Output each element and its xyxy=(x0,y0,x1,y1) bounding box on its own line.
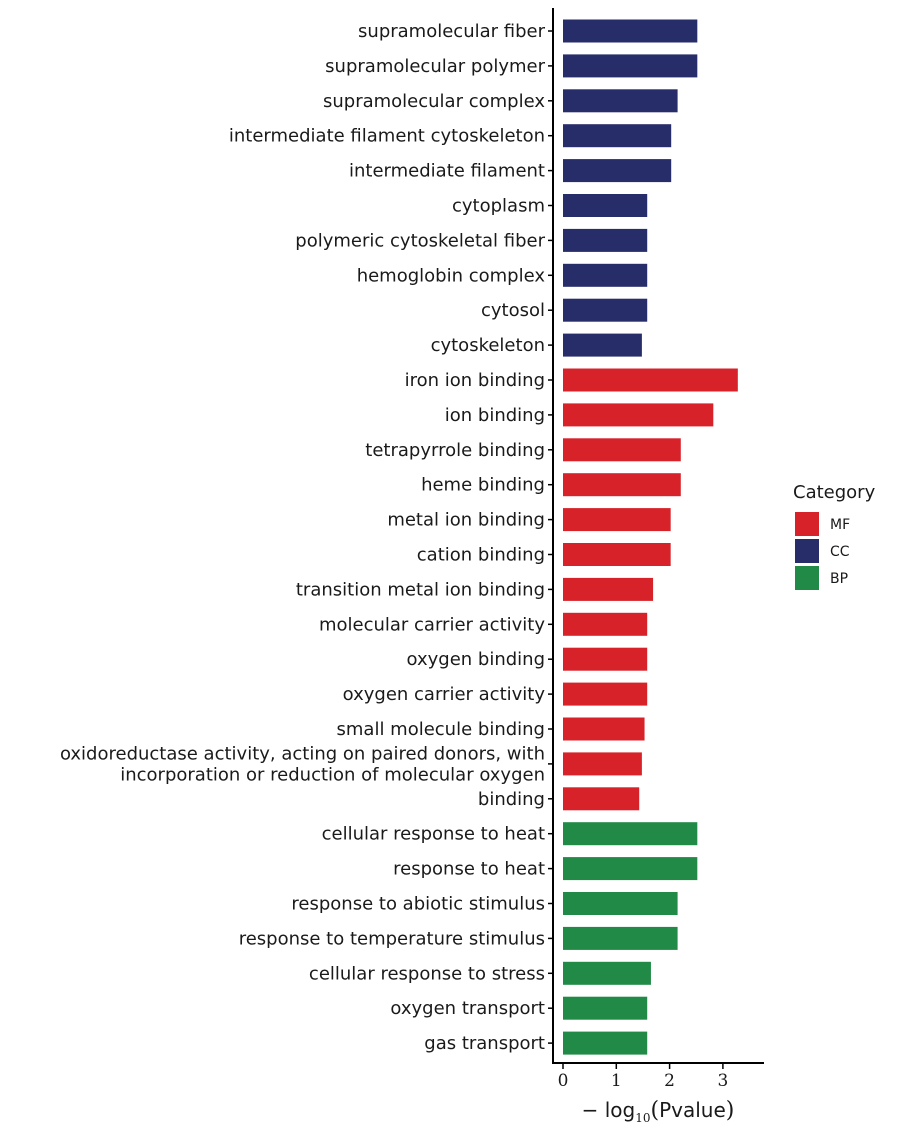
category-label: response to abiotic stimulus xyxy=(291,894,545,915)
bar xyxy=(563,194,648,217)
bar xyxy=(563,857,698,881)
bar xyxy=(563,19,698,43)
category-label: cytoplasm xyxy=(452,196,545,217)
category-label: supramolecular complex xyxy=(323,91,545,112)
x-axis-title: − log10(Pvalue) xyxy=(582,1098,735,1125)
bar xyxy=(563,822,698,846)
legend-swatch xyxy=(795,539,819,563)
bar xyxy=(563,438,681,462)
x-tick-label: 3 xyxy=(717,1071,728,1091)
legend: Category MF CC BP xyxy=(793,482,876,590)
bar xyxy=(563,996,648,1020)
category-label: incorporation or reduction of molecular … xyxy=(120,764,545,785)
bar xyxy=(563,263,648,287)
category-label: response to heat xyxy=(393,859,545,880)
bar xyxy=(563,54,698,78)
bar xyxy=(563,543,671,566)
bar xyxy=(563,403,714,427)
bar xyxy=(563,682,648,706)
category-label: oxidoreductase activity, acting on paire… xyxy=(60,743,545,764)
bar xyxy=(563,333,642,357)
category-label: response to temperature stimulus xyxy=(239,928,545,949)
bar xyxy=(563,577,654,601)
category-label: oxygen carrier activity xyxy=(343,684,546,705)
bar xyxy=(563,228,648,252)
category-label: polymeric cytoskeletal fiber xyxy=(295,230,545,251)
category-label: supramolecular fiber xyxy=(358,21,546,42)
category-label: hemoglobin complex xyxy=(357,265,546,286)
x-axis-title-open-paren: ( xyxy=(651,1098,660,1123)
bar xyxy=(563,717,645,741)
category-label: cellular response to heat xyxy=(322,824,545,845)
legend-label: CC xyxy=(830,544,850,560)
bar xyxy=(563,787,640,811)
bar xyxy=(563,1031,648,1055)
bar xyxy=(563,892,678,915)
category-label: cation binding xyxy=(417,545,545,566)
x-ticks-group: 0 1 2 3 xyxy=(558,1063,728,1091)
category-label: binding xyxy=(478,789,545,810)
category-labels-group: supramolecular fiber supramolecular polym… xyxy=(60,21,546,1054)
category-label: intermediate filament cytoskeleton xyxy=(229,126,545,147)
legend-swatch xyxy=(795,566,819,590)
category-label: cytosol xyxy=(481,300,545,321)
category-label: gas transport xyxy=(424,1033,545,1054)
category-label: heme binding xyxy=(421,475,545,496)
x-tick-label: 0 xyxy=(558,1071,569,1091)
bar xyxy=(563,298,648,322)
bar xyxy=(563,647,648,671)
legend-label: MF xyxy=(830,517,850,533)
x-axis-title-subscript: 10 xyxy=(635,1111,650,1125)
x-axis-title-close-paren: ) xyxy=(726,1098,735,1123)
x-tick-label: 1 xyxy=(611,1071,622,1091)
bar xyxy=(563,89,678,113)
bar xyxy=(563,961,651,985)
x-axis-title-prefix: − log xyxy=(582,1098,636,1122)
legend-title: Category xyxy=(793,482,876,503)
category-label: small molecule binding xyxy=(337,719,546,740)
x-axis-title-body: Pvalue xyxy=(659,1098,726,1122)
legend-swatch xyxy=(795,512,819,536)
category-label: metal ion binding xyxy=(387,510,545,531)
category-label: transition metal ion binding xyxy=(296,579,545,600)
category-label: cellular response to stress xyxy=(309,963,545,984)
category-label: oxygen transport xyxy=(390,998,545,1019)
bars-group xyxy=(563,19,738,1055)
category-label: tetrapyrrole binding xyxy=(365,440,545,461)
category-label: ion binding xyxy=(445,405,545,426)
category-label: supramolecular polymer xyxy=(325,56,545,77)
category-label: cytoskeleton xyxy=(431,335,545,356)
bar xyxy=(563,926,678,950)
bar xyxy=(563,368,738,392)
category-label: intermediate filament xyxy=(349,161,545,182)
bar xyxy=(563,752,642,776)
legend-label: BP xyxy=(830,571,848,587)
bar xyxy=(563,508,671,532)
category-label: iron ion binding xyxy=(405,370,545,391)
bar xyxy=(563,124,672,148)
category-label: oxygen binding xyxy=(407,649,546,670)
bar xyxy=(563,473,681,497)
bar xyxy=(563,159,672,183)
x-tick-label: 2 xyxy=(664,1071,675,1091)
category-label: molecular carrier activity xyxy=(319,614,545,635)
bar xyxy=(563,612,648,636)
